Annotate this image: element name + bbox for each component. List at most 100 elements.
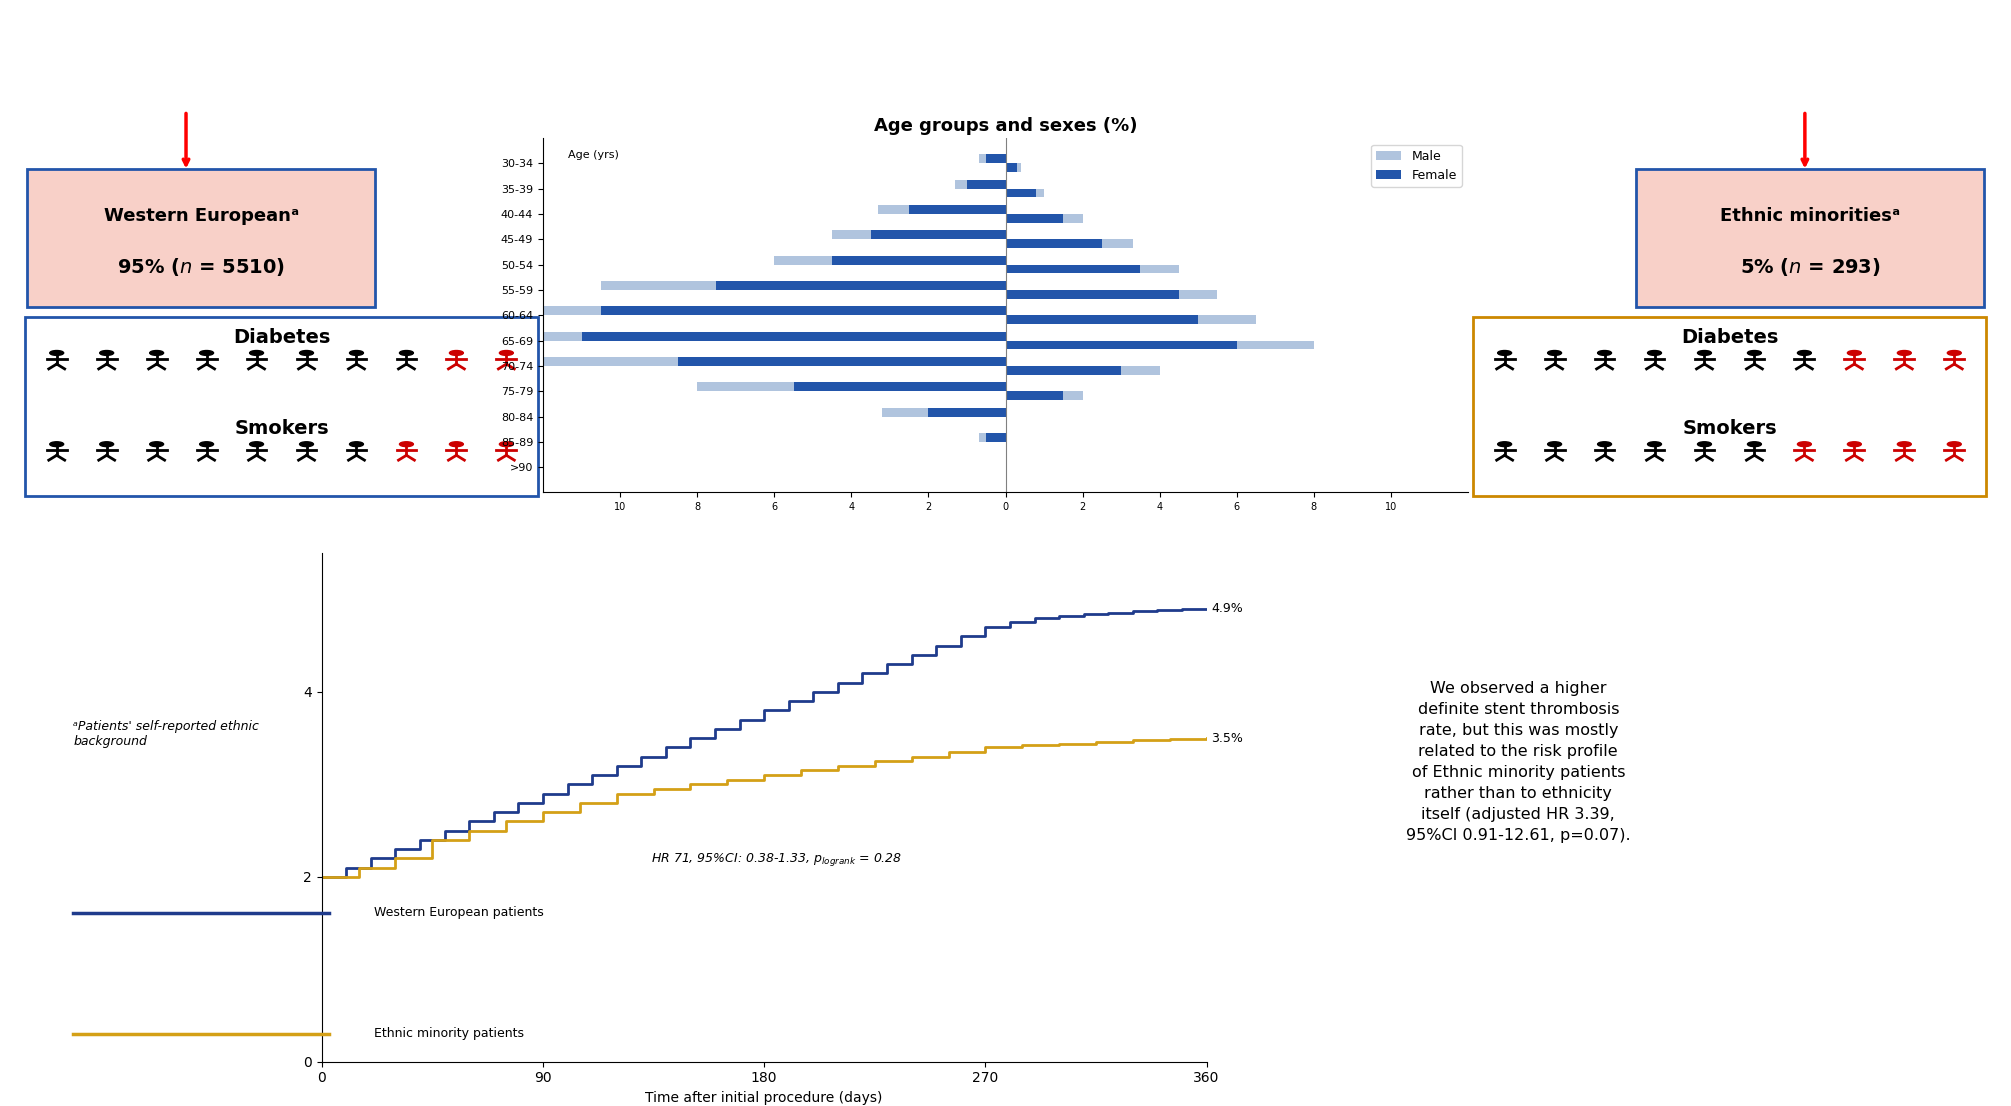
Bar — [1006, 239, 1132, 248]
Western European patients — [1022, 612, 1046, 625]
Ethnic minority patients — [642, 782, 666, 795]
Circle shape — [199, 351, 213, 355]
Bar — [601, 281, 1006, 290]
Western European patients — [310, 870, 334, 884]
Circle shape — [1697, 441, 1711, 447]
Bar — [883, 408, 1006, 417]
Text: Ethnic minority patients: Ethnic minority patients — [374, 1027, 525, 1040]
Text: HEART: HEART — [1878, 1051, 1923, 1063]
Circle shape — [499, 441, 513, 447]
Text: Ethnic minority patients: Ethnic minority patients — [967, 1018, 1102, 1029]
Western European patients — [432, 824, 456, 837]
Bar — [1006, 188, 1036, 197]
Circle shape — [249, 351, 263, 355]
Bar — [1006, 213, 1064, 222]
Bar — [833, 230, 1006, 239]
Circle shape — [300, 351, 314, 355]
Western European patients — [1072, 607, 1096, 620]
Western European patients — [408, 833, 432, 846]
Bar — [1006, 164, 1022, 173]
Ethnic minority patients — [863, 754, 887, 768]
Western European patients — [654, 741, 678, 754]
Ethnic minority patients — [788, 764, 812, 778]
Ethnic minority patients — [1120, 733, 1144, 747]
Circle shape — [1896, 441, 1910, 447]
Western European patients — [1048, 609, 1072, 623]
Ethnic minority patients — [346, 860, 370, 874]
Text: Western European patients: Western European patients — [911, 1018, 1062, 1029]
FancyBboxPatch shape — [1474, 317, 1985, 495]
Circle shape — [1498, 441, 1512, 447]
Ethnic minority patients — [456, 824, 481, 837]
Western European patients — [851, 667, 875, 680]
Western European patients — [949, 629, 973, 643]
Western European patients — [579, 769, 603, 782]
Bar — [1006, 315, 1257, 324]
Ethnic minority patients — [605, 786, 629, 800]
Circle shape — [1647, 441, 1661, 447]
Western European patients — [555, 778, 579, 791]
Western European patients — [899, 648, 923, 661]
Bar — [1006, 341, 1237, 349]
FancyBboxPatch shape — [28, 169, 374, 306]
Ethnic minority patients — [1158, 732, 1182, 745]
Bar — [794, 383, 1006, 392]
Text: Western Europeanᵃ: Western Europeanᵃ — [103, 207, 300, 226]
Circle shape — [1896, 351, 1910, 355]
Circle shape — [149, 351, 163, 355]
Bar — [979, 434, 1006, 442]
Bar — [979, 155, 1006, 164]
Ethnic minority patients — [937, 745, 961, 759]
Circle shape — [1947, 441, 1961, 447]
Western European patients — [1170, 603, 1195, 616]
Western European patients — [531, 786, 555, 800]
Bar — [955, 179, 1006, 188]
Text: HR 71, 95%CI: 0.38-1.33, $p_{logrank}$ = 0.28: HR 71, 95%CI: 0.38-1.33, $p_{logrank}$ =… — [652, 851, 903, 867]
Ethnic minority patients — [752, 769, 776, 782]
Bar — [678, 357, 1006, 366]
Western European patients — [605, 759, 629, 772]
Western European patients — [776, 695, 800, 708]
Ethnic minority patients — [678, 778, 702, 791]
Circle shape — [1848, 441, 1862, 447]
Text: Target vessel failure(%), 1-year follow-up: Target vessel failure(%), 1-year follow-… — [555, 521, 973, 540]
Circle shape — [1798, 441, 1812, 447]
Text: JOURNAL: JOURNAL — [1876, 1067, 1925, 1077]
Circle shape — [1798, 351, 1812, 355]
Circle shape — [400, 351, 414, 355]
X-axis label: Time after initial procedure (days): Time after initial procedure (days) — [646, 1091, 883, 1105]
Circle shape — [448, 351, 463, 355]
Text: Western European study sites ($\it{n}$ = 5803): Western European study sites ($\it{n}$ =… — [684, 74, 1327, 106]
Circle shape — [1548, 351, 1563, 355]
Ethnic minority patients — [420, 833, 444, 846]
Circle shape — [1647, 351, 1661, 355]
Text: We observed a higher
definite stent thrombosis
rate, but this was mostly
related: We observed a higher definite stent thro… — [1406, 681, 1631, 843]
Bar — [1006, 264, 1140, 273]
Circle shape — [50, 441, 64, 447]
Bar — [1006, 341, 1313, 349]
Bar — [1006, 392, 1082, 400]
Circle shape — [400, 441, 414, 447]
Ethnic minority patients — [899, 750, 923, 763]
Western European patients — [629, 750, 654, 763]
Circle shape — [350, 441, 364, 447]
Text: 5% ($\it{n}$ = 293): 5% ($\it{n}$ = 293) — [1740, 255, 1880, 278]
Text: 3.5%: 3.5% — [1211, 731, 1243, 744]
Bar — [985, 155, 1006, 164]
Circle shape — [448, 441, 463, 447]
Text: Western European patients: Western European patients — [374, 907, 545, 919]
Ethnic minority patients — [1010, 739, 1034, 752]
FancyBboxPatch shape — [1637, 169, 1983, 306]
Legend: Male, Female: Male, Female — [1372, 145, 1462, 187]
Western European patients — [384, 843, 408, 856]
Ethnic minority patients — [973, 741, 997, 754]
Circle shape — [1597, 351, 1611, 355]
Circle shape — [1748, 351, 1762, 355]
Ethnic minority patients — [384, 852, 408, 865]
Western European patients — [1096, 606, 1120, 619]
Bar — [601, 306, 1006, 315]
Circle shape — [199, 441, 213, 447]
Bar — [1006, 264, 1178, 273]
Bar — [871, 230, 1006, 239]
Ethnic minority patients — [716, 773, 740, 786]
